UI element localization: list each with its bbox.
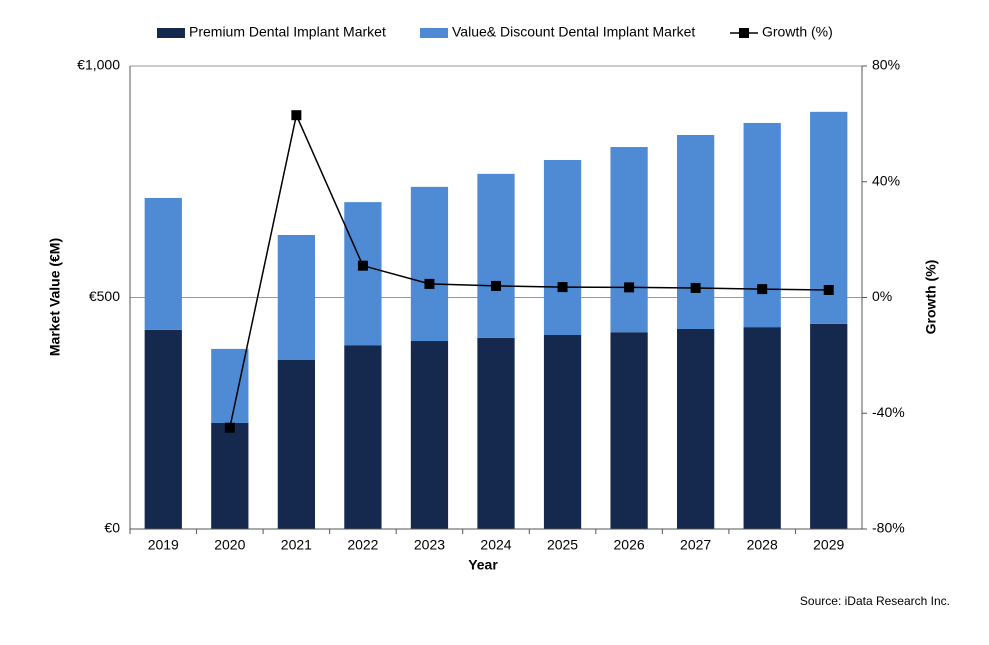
growth-marker (690, 282, 701, 293)
x-tick-label: 2019 (148, 537, 179, 553)
bar (410, 341, 449, 529)
x-axis-title: Year (468, 557, 498, 573)
growth-marker (624, 282, 635, 293)
x-tick-label: 2028 (747, 537, 778, 553)
y-tick-label: €500 (89, 288, 120, 304)
bar (344, 202, 382, 346)
y2-tick-label: -80% (872, 520, 905, 536)
bar (543, 159, 582, 336)
bar (211, 422, 249, 529)
x-tick-label: 2025 (547, 537, 578, 553)
bar (344, 345, 382, 529)
legend-item: Growth (%) (730, 24, 833, 40)
growth-marker (557, 282, 568, 293)
legend-swatch (157, 28, 185, 38)
x-tick-label: 2020 (214, 537, 245, 553)
bar (610, 147, 648, 333)
x-tick-label: 2027 (680, 537, 711, 553)
x-tick-label: 2026 (614, 537, 645, 553)
bar (543, 335, 582, 529)
growth-marker (357, 260, 368, 271)
legend-label: Premium Dental Implant Market (189, 24, 386, 40)
source-note: Source: iData Research Inc. (800, 594, 950, 608)
bar (810, 323, 848, 529)
x-tick-label: 2029 (813, 537, 844, 553)
y-axis-title: Market Value (€M) (47, 238, 63, 356)
bar (743, 122, 781, 328)
legend-item: Premium Dental Implant Market (157, 24, 386, 40)
y2-axis-title: Growth (%) (923, 260, 939, 335)
legend-swatch-marker (739, 28, 749, 38)
growth-marker (757, 284, 768, 295)
y2-tick-label: 80% (872, 57, 900, 73)
bar (610, 332, 648, 529)
legend-label: Value& Discount Dental Implant Market (452, 24, 695, 40)
growth-marker (424, 278, 435, 289)
bar (211, 348, 249, 423)
bar (743, 327, 781, 529)
growth-marker (291, 110, 302, 121)
bar (277, 360, 315, 529)
x-tick-label: 2023 (414, 537, 445, 553)
growth-marker (491, 280, 501, 291)
bar (277, 234, 315, 361)
y2-tick-label: 40% (872, 172, 900, 188)
y-tick-label: €1,000 (77, 57, 120, 73)
x-tick-label: 2024 (480, 537, 511, 553)
bar (477, 337, 515, 529)
bar (410, 186, 449, 342)
bar (144, 329, 182, 529)
growth-marker (823, 284, 834, 295)
y2-tick-label: 0% (872, 288, 892, 304)
y-tick-label: €0 (104, 520, 120, 536)
growth-marker (224, 422, 235, 433)
bar (144, 197, 182, 330)
bar (477, 173, 515, 338)
x-tick-label: 2022 (347, 537, 378, 553)
bar (677, 328, 715, 529)
growth-line (229, 112, 829, 428)
legend-swatch (420, 28, 448, 38)
x-tick-label: 2021 (281, 537, 312, 553)
legend-item: Value& Discount Dental Implant Market (420, 24, 695, 40)
bar (677, 134, 715, 329)
legend-label: Growth (%) (762, 24, 833, 40)
y2-tick-label: -40% (872, 404, 905, 420)
